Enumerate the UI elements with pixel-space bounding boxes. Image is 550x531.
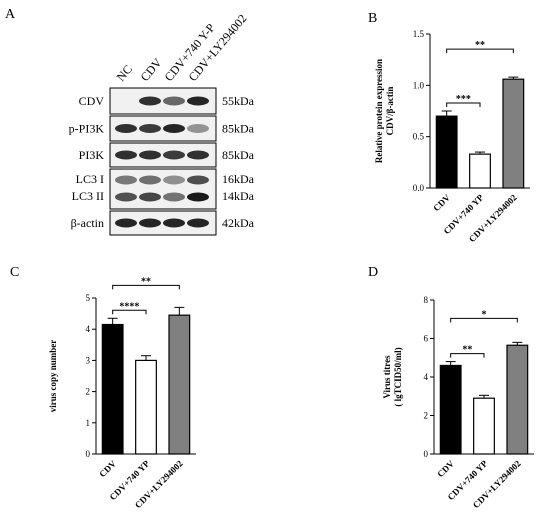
- blot-band: [187, 96, 209, 106]
- panel-letter-b: B: [368, 11, 377, 26]
- y-tick-label: 0.5: [413, 132, 425, 142]
- blot-band: [115, 192, 137, 202]
- blot-band: [139, 96, 161, 106]
- blot-band: [163, 150, 185, 160]
- bar: [135, 359, 157, 455]
- significance-label: **: [141, 276, 151, 287]
- y-tick-label: 3: [86, 355, 91, 365]
- blot-band: [139, 124, 161, 133]
- size-label: 16kDa: [222, 172, 255, 186]
- bar: [101, 323, 124, 455]
- blot-band: [115, 175, 137, 185]
- significance-bracket: [446, 102, 481, 107]
- size-label: 85kDa: [222, 122, 255, 136]
- bar: [473, 397, 495, 455]
- panel-letter-d: D: [368, 265, 378, 280]
- blot-band: [163, 96, 185, 106]
- protein-label: LC3 II: [72, 189, 104, 203]
- size-label: 85kDa: [222, 148, 255, 162]
- blot-band: [139, 150, 161, 160]
- panel-letter-a: A: [5, 7, 16, 22]
- blot-band: [163, 175, 185, 185]
- lane-label: NC: [114, 62, 135, 84]
- panel-letter-c: C: [10, 265, 19, 280]
- y-tick-label: 0: [424, 449, 429, 459]
- significance-label: *: [482, 309, 487, 320]
- blot-band: [115, 218, 137, 228]
- significance-bracket: [450, 353, 485, 358]
- significance-label: **: [462, 345, 472, 356]
- significance-label: **: [475, 40, 485, 51]
- y-tick-label: 2: [424, 411, 429, 421]
- blot-band: [187, 124, 209, 133]
- y-axis-label: Virus titres: [382, 355, 392, 399]
- blot-band: [115, 124, 137, 133]
- y-tick-label: 1.0: [413, 80, 425, 90]
- y-tick-label: 5: [86, 293, 91, 303]
- blot-band: [187, 150, 209, 160]
- significance-bracket: [112, 284, 180, 290]
- y-tick-label: 8: [424, 295, 429, 305]
- blot-band: [115, 150, 137, 160]
- significance-bracket: [112, 309, 147, 315]
- size-label: 42kDa: [222, 216, 255, 230]
- protein-label: p-PI3K: [69, 122, 105, 136]
- significance-bracket: [450, 317, 518, 323]
- significance-bracket: [446, 48, 514, 54]
- blot-band: [187, 175, 209, 185]
- y-axis-label: virus copy number: [48, 340, 58, 413]
- blot-band: [187, 192, 209, 202]
- blot-band: [139, 218, 161, 228]
- lane-label: CDV: [138, 55, 165, 84]
- significance-label: ****: [119, 301, 139, 312]
- blot-band: [139, 175, 161, 185]
- y-tick-label: 1: [86, 418, 91, 428]
- size-label: 55kDa: [222, 94, 255, 108]
- y-tick-label: 4: [424, 372, 429, 382]
- y-axis-label: Relative protein expression: [374, 59, 384, 163]
- y-axis-label: ( lgTCID50/ml): [393, 347, 403, 406]
- y-tick-label: 4: [86, 324, 91, 334]
- blot-band: [139, 192, 161, 202]
- y-tick-label: 6: [424, 334, 429, 344]
- y-tick-label: 0.0: [413, 183, 425, 193]
- blot-band: [163, 124, 185, 133]
- blot-band: [187, 218, 209, 228]
- bar: [435, 115, 458, 189]
- category-label: CDV: [97, 458, 118, 479]
- significance-label: ***: [456, 94, 471, 105]
- bar: [469, 153, 491, 189]
- y-tick-label: 2: [86, 387, 91, 397]
- bar: [168, 314, 191, 455]
- blot-band: [163, 218, 185, 228]
- category-label: CDV: [435, 458, 456, 479]
- protein-label: β-actin: [71, 216, 104, 230]
- blot-frame: [109, 168, 217, 210]
- bar: [502, 78, 525, 189]
- blot-band: [163, 192, 185, 202]
- protein-label: CDV: [79, 94, 105, 108]
- y-tick-label: 0: [86, 449, 91, 459]
- category-label: CDV: [431, 192, 452, 213]
- y-axis-label: CDV/β-actin: [385, 87, 395, 136]
- bar: [506, 344, 529, 455]
- bar: [439, 364, 462, 455]
- size-label: 14kDa: [222, 189, 255, 203]
- protein-label: LC3 I: [76, 172, 104, 186]
- protein-label: PI3K: [79, 148, 105, 162]
- y-tick-label: 1.5: [413, 29, 425, 39]
